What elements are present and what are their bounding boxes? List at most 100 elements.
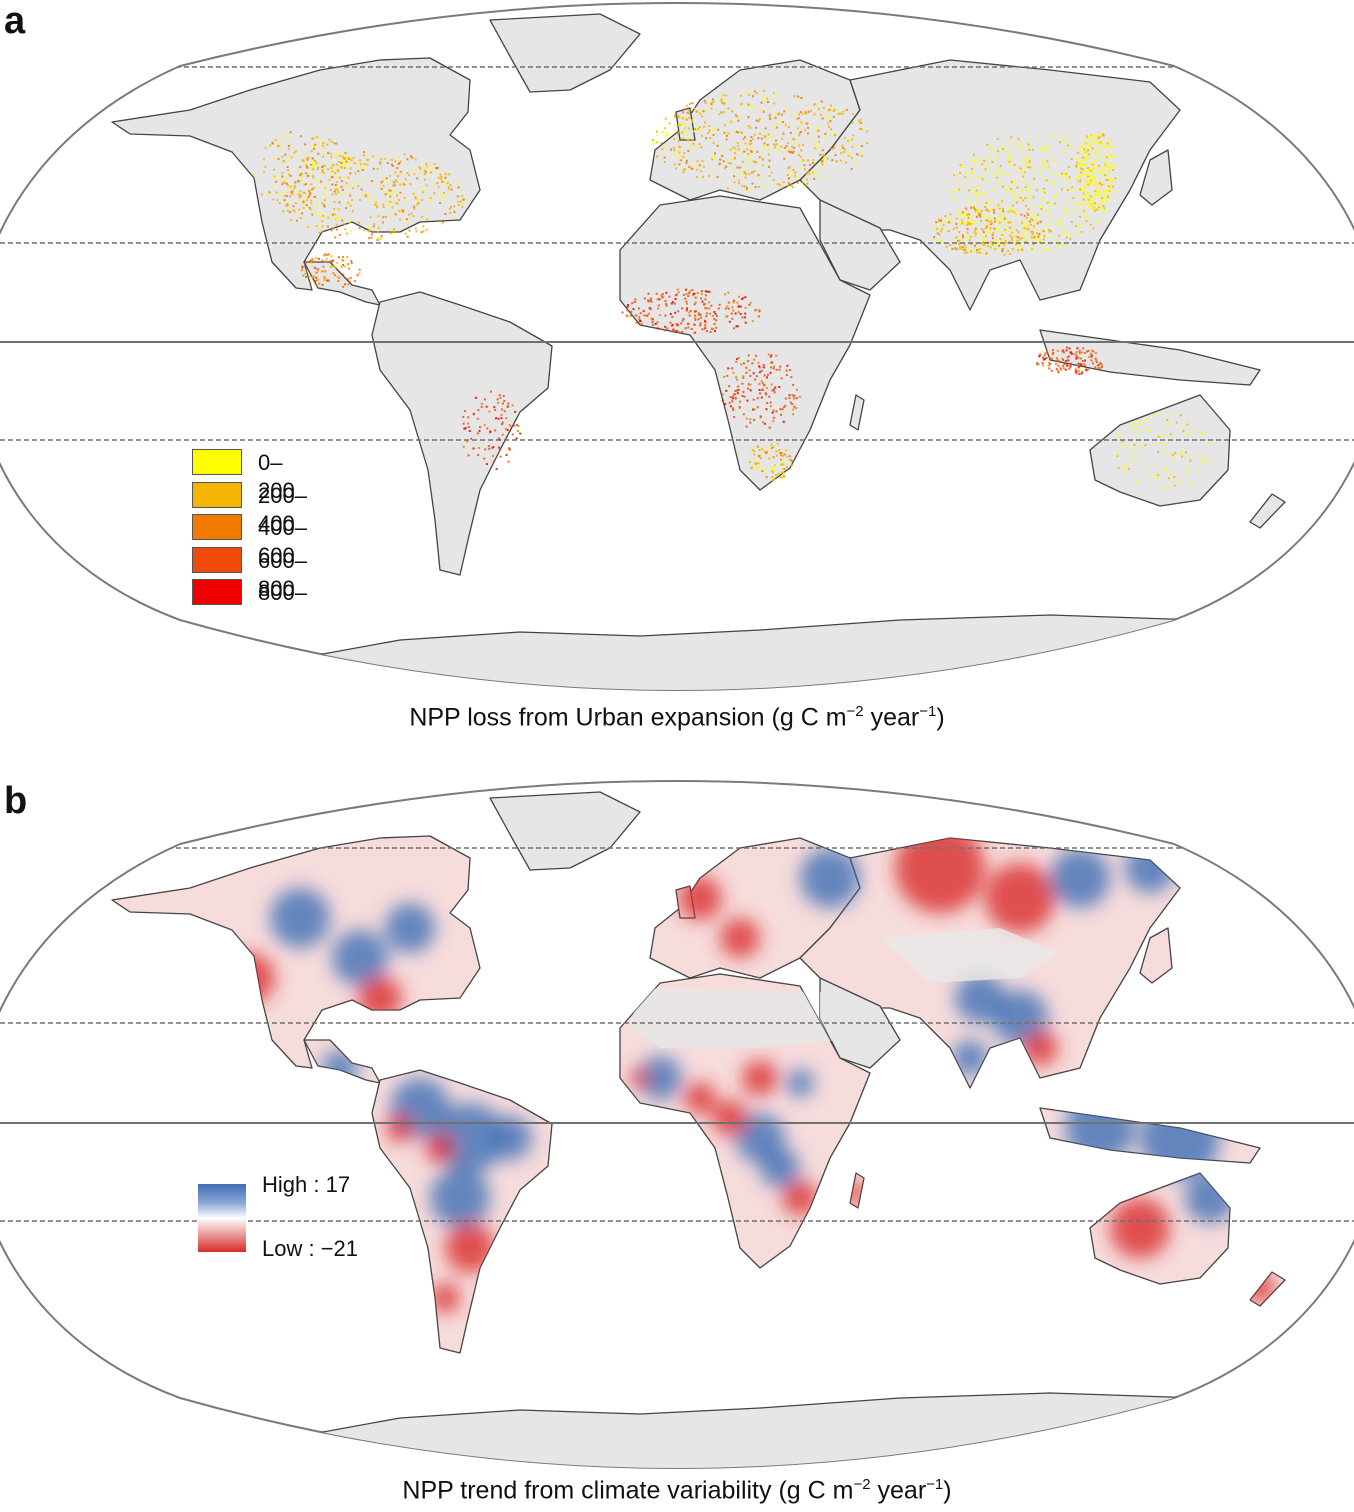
urban-loss-dot bbox=[976, 210, 978, 213]
urban-loss-dot bbox=[1055, 239, 1058, 242]
urban-loss-dot bbox=[769, 136, 772, 139]
urban-loss-dot bbox=[973, 208, 976, 211]
urban-loss-dot bbox=[688, 116, 691, 119]
urban-loss-dot bbox=[1031, 213, 1034, 216]
urban-loss-dot bbox=[408, 229, 411, 232]
urban-loss-dot bbox=[769, 356, 772, 358]
urban-loss-dot bbox=[1020, 146, 1023, 149]
urban-loss-dot bbox=[302, 207, 305, 209]
urban-loss-dot bbox=[955, 226, 958, 229]
urban-loss-dot bbox=[358, 268, 361, 271]
urban-loss-dot bbox=[1171, 453, 1174, 456]
urban-loss-dot bbox=[343, 157, 346, 160]
urban-loss-dot bbox=[664, 325, 667, 328]
urban-loss-dot bbox=[1075, 372, 1078, 375]
urban-loss-dot bbox=[1031, 183, 1034, 186]
urban-loss-dot bbox=[718, 303, 721, 306]
urban-loss-dot bbox=[774, 386, 777, 389]
urban-loss-dot bbox=[851, 138, 854, 141]
urban-loss-dot bbox=[309, 259, 312, 262]
urban-loss-dot bbox=[689, 290, 691, 293]
urban-loss-dot bbox=[1085, 143, 1088, 146]
urban-loss-dot bbox=[979, 184, 982, 186]
urban-loss-dot bbox=[973, 212, 976, 215]
urban-loss-dot bbox=[752, 372, 755, 375]
urban-loss-dot bbox=[1075, 225, 1078, 228]
urban-loss-dot bbox=[321, 220, 324, 223]
urban-loss-dot bbox=[1081, 204, 1084, 207]
urban-loss-dot bbox=[1045, 201, 1047, 203]
urban-loss-dot bbox=[449, 212, 452, 215]
urban-loss-dot bbox=[669, 313, 672, 315]
urban-loss-dot bbox=[1063, 207, 1066, 210]
urban-loss-dot bbox=[1127, 443, 1130, 446]
urban-loss-dot bbox=[331, 193, 334, 196]
urban-loss-dot bbox=[1092, 140, 1094, 143]
urban-loss-dot bbox=[465, 440, 468, 443]
urban-loss-dot bbox=[706, 330, 708, 333]
urban-loss-dot bbox=[963, 243, 966, 246]
urban-loss-dot bbox=[723, 102, 726, 105]
urban-loss-dot bbox=[1006, 207, 1009, 210]
urban-loss-dot bbox=[989, 246, 992, 249]
urban-loss-dot bbox=[1032, 196, 1035, 199]
urban-loss-dot bbox=[301, 202, 304, 205]
urban-loss-dot bbox=[1128, 452, 1130, 455]
urban-loss-dot bbox=[702, 175, 704, 178]
urban-loss-dot bbox=[695, 168, 698, 171]
urban-loss-dot bbox=[976, 251, 979, 254]
urban-loss-dot bbox=[328, 178, 331, 181]
urban-loss-dot bbox=[489, 430, 492, 433]
urban-loss-dot bbox=[406, 158, 409, 161]
urban-loss-dot bbox=[423, 173, 426, 176]
urban-loss-dot bbox=[716, 144, 719, 147]
urban-loss-dot bbox=[678, 151, 681, 154]
urban-loss-dot bbox=[1015, 201, 1018, 204]
urban-loss-dot bbox=[312, 136, 315, 139]
urban-loss-dot bbox=[759, 392, 761, 395]
urban-loss-dot bbox=[680, 322, 683, 325]
urban-loss-dot bbox=[804, 129, 807, 132]
urban-loss-dot bbox=[1061, 188, 1064, 191]
panel-b-caption: NPP trend from climate variability (g C … bbox=[402, 1476, 952, 1505]
urban-loss-dot bbox=[823, 154, 826, 157]
urban-loss-dot bbox=[1062, 174, 1065, 177]
urban-loss-dot bbox=[1099, 141, 1102, 144]
urban-loss-dot bbox=[993, 220, 996, 223]
urban-loss-dot bbox=[673, 302, 676, 305]
urban-loss-dot bbox=[1030, 217, 1033, 220]
urban-loss-dot bbox=[1132, 422, 1135, 425]
urban-loss-dot bbox=[747, 387, 750, 390]
urban-loss-dot bbox=[332, 259, 335, 262]
trend-blob bbox=[955, 973, 1005, 1023]
urban-loss-dot bbox=[293, 151, 296, 154]
urban-loss-dot bbox=[495, 468, 498, 471]
urban-loss-dot bbox=[676, 114, 679, 117]
urban-loss-dot bbox=[746, 148, 749, 151]
urban-loss-dot bbox=[505, 417, 508, 420]
urban-loss-dot bbox=[299, 135, 302, 138]
urban-loss-dot bbox=[1079, 216, 1082, 218]
urban-loss-dot bbox=[639, 312, 642, 315]
urban-loss-dot bbox=[966, 251, 969, 254]
urban-loss-dot bbox=[763, 144, 766, 147]
urban-loss-dot bbox=[1095, 208, 1098, 211]
urban-loss-dot bbox=[685, 118, 688, 121]
urban-loss-dot bbox=[987, 217, 990, 220]
urban-loss-dot bbox=[643, 297, 646, 300]
urban-loss-dot bbox=[1000, 180, 1003, 183]
urban-loss-dot bbox=[329, 159, 332, 162]
urban-loss-dot bbox=[717, 163, 720, 166]
urban-loss-dot bbox=[413, 173, 416, 176]
urban-loss-dot bbox=[741, 394, 744, 397]
urban-loss-dot bbox=[982, 236, 985, 239]
urban-loss-dot bbox=[773, 92, 776, 95]
urban-loss-dot bbox=[745, 371, 748, 374]
urban-loss-dot bbox=[630, 310, 633, 313]
urban-loss-dot bbox=[1057, 359, 1059, 362]
urban-loss-dot bbox=[690, 167, 693, 170]
urban-loss-dot bbox=[366, 159, 369, 161]
urban-loss-dot bbox=[704, 121, 706, 124]
urban-loss-dot bbox=[715, 326, 717, 329]
urban-loss-dot bbox=[727, 107, 730, 110]
